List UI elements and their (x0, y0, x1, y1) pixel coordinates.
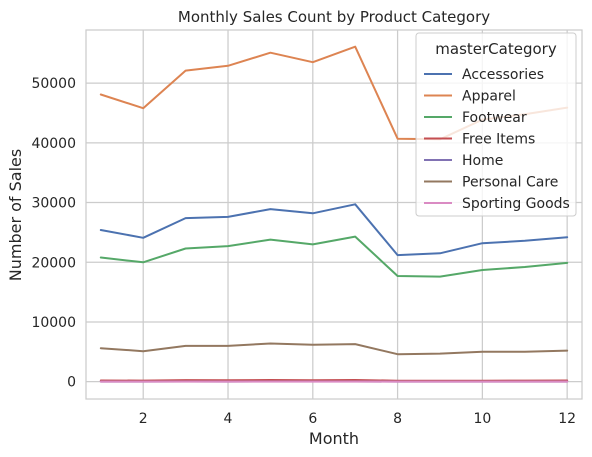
x-tick-label: 8 (393, 411, 402, 427)
y-tick-label: 20000 (31, 255, 76, 271)
x-tick-label: 2 (139, 411, 148, 427)
series-line-personal-care (99, 342, 569, 356)
legend-label-apparel: Apparel (462, 89, 516, 105)
plot-border (85, 29, 583, 400)
series-line-footwear (99, 235, 569, 278)
x-tick-label: 12 (558, 411, 576, 427)
y-tick-label: 0 (67, 375, 76, 391)
legend-label-sporting-goods: Sporting Goods (462, 196, 570, 212)
legend-title: masterCategory (435, 40, 557, 58)
legend-label-accessories: Accessories (462, 67, 544, 83)
y-tick-label: 30000 (31, 196, 76, 212)
x-tick-label: 4 (224, 411, 233, 427)
series-line-accessories (99, 203, 569, 257)
x-tick-label: 6 (308, 411, 317, 427)
x-tick-labels: 2 4 6 8 10 12 (139, 411, 576, 427)
legend-box (415, 32, 577, 217)
series-lines (99, 45, 569, 383)
legend-items: Accessories Apparel Footwear Free Items Home… (424, 67, 570, 212)
y-tick-label: 40000 (31, 136, 76, 152)
chart-title: Monthly Sales Count by Product Category (178, 8, 490, 26)
legend-label-home: Home (462, 153, 503, 169)
legend-label-footwear: Footwear (462, 110, 527, 126)
x-tick-label: 10 (473, 411, 491, 427)
legend-label-personal-care: Personal Care (462, 175, 558, 191)
x-axis-label: Month (309, 429, 359, 448)
y-tick-label: 10000 (31, 315, 76, 331)
legend: masterCategory Accessories Apparel Footwea… (415, 32, 577, 217)
y-tick-label: 50000 (31, 76, 76, 92)
y-axis-label: Number of Sales (6, 149, 25, 281)
y-tick-labels: 0 10000 20000 30000 40000 50000 (31, 76, 76, 391)
legend-label-free-items: Free Items (462, 132, 535, 148)
